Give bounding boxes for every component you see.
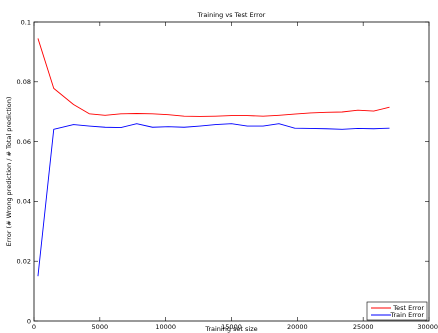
series-line-test-error — [37, 38, 390, 117]
y-tick-label: 0.1 — [21, 18, 31, 26]
x-tick-label: 30000 — [417, 323, 438, 331]
x-tick-label: 5000 — [92, 323, 109, 331]
x-tick-label: 10000 — [155, 323, 176, 331]
legend-label: Test Error — [392, 304, 424, 312]
x-tick-label: 0 — [32, 323, 36, 331]
y-axis-label: Error (# Wrong prediction / # Total pred… — [5, 97, 13, 247]
x-tick-label: 20000 — [287, 323, 308, 331]
y-tick-label: 0.08 — [17, 78, 31, 86]
y-tick-label: 0 — [27, 317, 31, 325]
legend-box — [366, 301, 428, 321]
series-line-train-error — [37, 123, 390, 277]
x-tick-label: 25000 — [353, 323, 374, 331]
x-axis-label: Training set size — [204, 325, 257, 333]
chart-title-group: Training vs Test Error Training set size E… — [5, 11, 266, 333]
plot-area — [33, 21, 430, 322]
y-tick-label: 0.04 — [17, 198, 31, 206]
y-tick-label: 0.02 — [17, 258, 31, 266]
y-tick-label: 0.06 — [17, 138, 31, 146]
plot-frame — [33, 21, 430, 322]
axis-ticks: 0 5000 10000 15000 20000 25000 30000 0 0.02 0.04 0… — [17, 18, 438, 331]
x-tick-label: 15000 — [221, 323, 242, 331]
chart-title: Training vs Test Error — [197, 11, 266, 19]
legend-label: Train Error — [389, 311, 424, 319]
series-lines — [37, 38, 390, 277]
